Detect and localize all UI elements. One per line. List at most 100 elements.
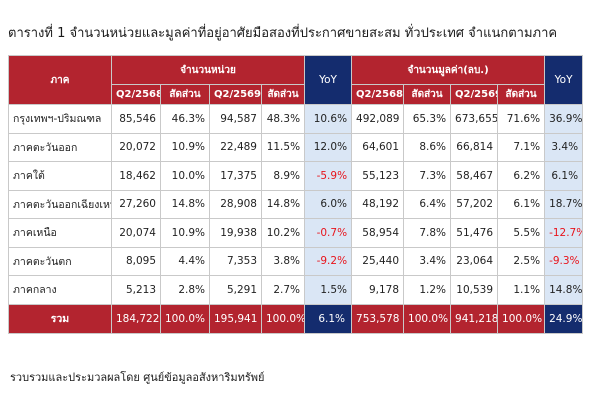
units-q2-cell: 7,353 [209,246,262,276]
units-share1-cell: 10.0% [160,161,210,191]
header-value-share2: สัดส่วน [497,84,546,105]
total-units-yoy: 6.1% [304,303,353,334]
value-share1-cell: 6.4% [403,189,452,219]
table-row: กรุงเทพฯ-ปริมณฑล 85,546 46.3% 94,587 48.… [8,104,584,134]
value-q1-cell: 25,440 [351,246,405,276]
value-share1-cell: 8.6% [403,132,452,162]
region-cell: ภาคกลาง [8,275,112,305]
value-share1-cell: 1.2% [403,275,452,305]
units-q2-cell: 19,938 [209,218,262,248]
units-share2-cell: 14.8% [260,189,306,219]
value-q2-cell: 23,064 [450,246,499,276]
value-share2-cell: 6.2% [497,161,546,191]
value-share2-cell: 6.1% [497,189,546,219]
value-share2-cell: 71.6% [497,104,546,134]
total-row: รวม 184,722 100.0% 195,941 100.0% 6.1% 7… [8,303,584,334]
header-units-yoy: YoY [304,55,353,105]
value-q1-cell: 64,601 [351,132,405,162]
total-units-q1: 184,722 [111,303,161,334]
total-value-q2: 941,218 [450,303,499,334]
units-q1-cell: 20,074 [111,218,161,248]
value-share1-cell: 7.3% [403,161,452,191]
value-q1-cell: 58,954 [351,218,405,248]
units-share2-cell: 11.5% [260,132,306,162]
value-yoy-cell: 36.9% [544,104,584,134]
region-cell: ภาคตะวันตก [8,246,112,276]
units-q2-cell: 28,908 [209,189,262,219]
header-value-q1: Q2/2568 [351,84,405,105]
value-q2-cell: 66,814 [450,132,499,162]
units-share1-cell: 2.8% [160,275,210,305]
table-row: ภาคเหนือ 20,074 10.9% 19,938 10.2% -0.7%… [8,218,584,248]
total-units-share2: 100.0% [260,303,306,334]
table-row: ภาคตะวันออกเฉียงเหนือ 27,260 14.8% 28,90… [8,189,584,219]
value-share1-cell: 65.3% [403,104,452,134]
region-cell: ภาคตะวันออก [8,132,112,162]
value-yoy-cell: 3.4% [544,132,584,162]
units-share1-cell: 14.8% [160,189,210,219]
units-q2-cell: 17,375 [209,161,262,191]
value-q1-cell: 48,192 [351,189,405,219]
region-cell: ภาคตะวันออกเฉียงเหนือ [8,189,112,219]
units-yoy-cell: 10.6% [304,104,353,134]
units-share2-cell: 2.7% [260,275,306,305]
value-q2-cell: 58,467 [450,161,499,191]
units-q2-cell: 5,291 [209,275,262,305]
units-yoy-cell: 12.0% [304,132,353,162]
total-units-share1: 100.0% [160,303,210,334]
value-q1-cell: 55,123 [351,161,405,191]
header-value-share1: สัดส่วน [403,84,452,105]
units-share1-cell: 46.3% [160,104,210,134]
data-table: ภาค จำนวนหน่วย YoY จำนวนมูลค่า(ลบ.) YoY … [8,55,584,334]
total-value-share1: 100.0% [403,303,452,334]
header-units-share2: สัดส่วน [260,84,306,105]
value-q1-cell: 9,178 [351,275,405,305]
header-value-group: จำนวนมูลค่า(ลบ.) [351,55,546,85]
table-title: ตารางที่ 1 จำนวนหน่วยและมูลค่าที่อยู่อาศ… [8,26,558,41]
region-cell: กรุงเทพฯ-ปริมณฑล [8,104,112,134]
total-units-q2: 195,941 [209,303,262,334]
value-share2-cell: 7.1% [497,132,546,162]
region-cell: ภาคเหนือ [8,218,112,248]
value-share2-cell: 2.5% [497,246,546,276]
table-row: ภาคตะวันออก 20,072 10.9% 22,489 11.5% 12… [8,132,584,162]
value-share2-cell: 5.5% [497,218,546,248]
header-value-q2: Q2/2569 [450,84,499,105]
header-units-group: จำนวนหน่วย [110,55,306,85]
units-share1-cell: 10.9% [160,132,210,162]
units-share2-cell: 3.8% [260,246,306,276]
table-row: ภาคตะวันตก 8,095 4.4% 7,353 3.8% -9.2% 2… [8,246,584,276]
value-q2-cell: 673,655 [450,104,499,134]
value-yoy-cell: 14.8% [544,275,584,305]
header-units-q2: Q2/2569 [209,84,262,105]
value-q2-cell: 10,539 [450,275,499,305]
table-row: ภาคใต้ 18,462 10.0% 17,375 8.9% -5.9% 55… [8,161,584,191]
region-cell: ภาคใต้ [8,161,112,191]
units-q1-cell: 5,213 [111,275,161,305]
units-yoy-cell: -5.9% [304,161,353,191]
units-yoy-cell: 1.5% [304,275,353,305]
header-region: ภาค [8,55,112,105]
units-q1-cell: 85,546 [111,104,161,134]
total-label: รวม [8,303,112,334]
value-share2-cell: 1.1% [497,275,546,305]
header-units-q1: Q2/2568 [111,84,161,105]
units-q1-cell: 27,260 [111,189,161,219]
units-q2-cell: 94,587 [209,104,262,134]
table-row: ภาคกลาง 5,213 2.8% 5,291 2.7% 1.5% 9,178… [8,275,584,305]
units-share1-cell: 4.4% [160,246,210,276]
units-share2-cell: 8.9% [260,161,306,191]
source-footnote: รวบรวมและประมวลผลโดย ศูนย์ข้อมูลอสังหาริ… [10,371,265,384]
value-q2-cell: 51,476 [450,218,499,248]
header-value-yoy: YoY [544,55,584,105]
total-value-share2: 100.0% [497,303,546,334]
units-q1-cell: 8,095 [111,246,161,276]
value-share1-cell: 7.8% [403,218,452,248]
total-value-yoy: 24.9% [544,303,584,334]
value-share1-cell: 3.4% [403,246,452,276]
units-share1-cell: 10.9% [160,218,210,248]
value-q1-cell: 492,089 [351,104,405,134]
units-q1-cell: 20,072 [111,132,161,162]
value-yoy-cell: 6.1% [544,161,584,191]
units-q2-cell: 22,489 [209,132,262,162]
